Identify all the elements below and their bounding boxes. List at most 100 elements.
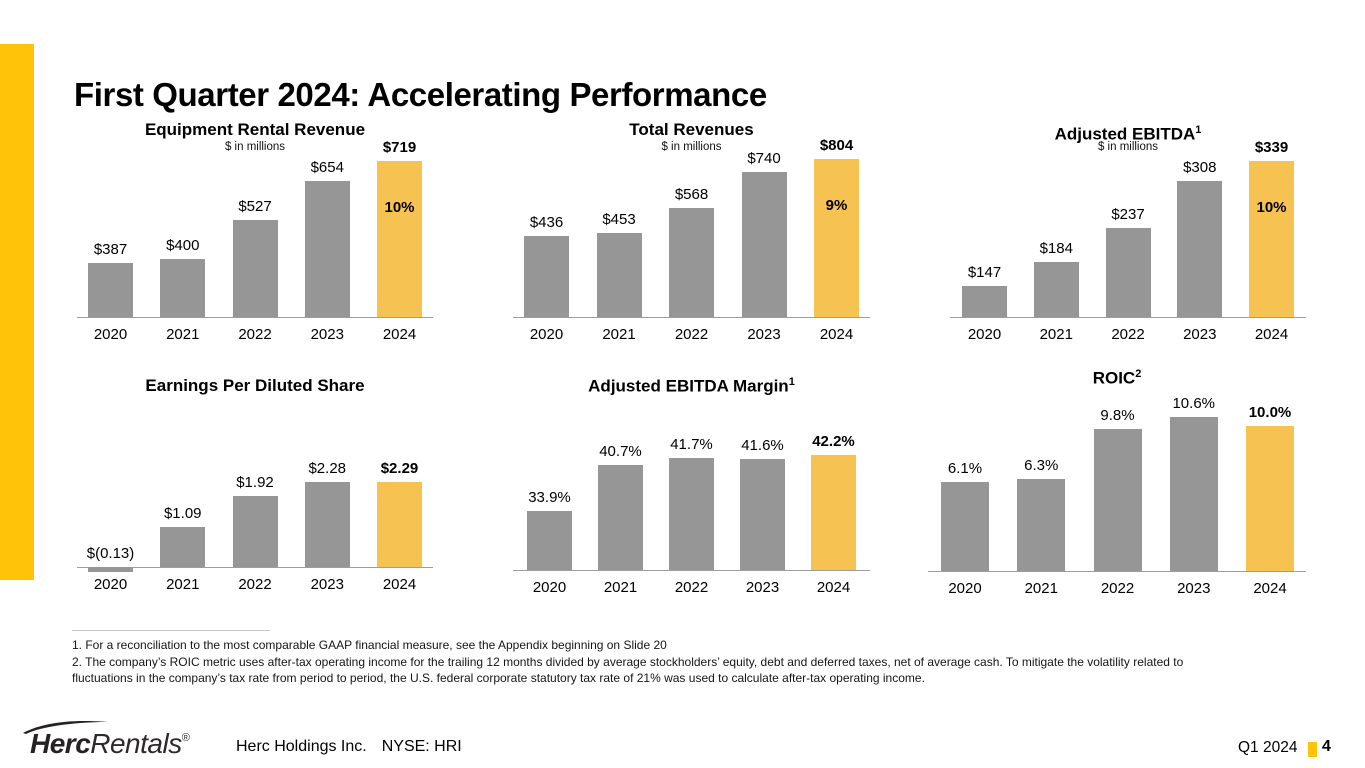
year-label: 2024 xyxy=(816,579,851,596)
page-number: 4 xyxy=(1322,738,1331,755)
footnote-divider xyxy=(72,630,270,631)
bar xyxy=(377,482,422,567)
bar-group-2024: $719 10% xyxy=(377,139,422,317)
bar-value-label: $740 xyxy=(747,150,781,167)
bar-value-label: 10.6% xyxy=(1172,395,1216,412)
bar-group-2023: 41.6% xyxy=(740,437,785,570)
year-label: 2021 xyxy=(1039,326,1073,343)
year-label: 2020 xyxy=(948,580,982,597)
bar xyxy=(1093,429,1142,571)
bar-group-2021: 40.7% xyxy=(598,443,643,570)
year-label: 2022 xyxy=(1100,580,1135,597)
bar-value-label: 10.0% xyxy=(1248,404,1292,421)
bar-group-2024: $339 10% xyxy=(1249,139,1294,317)
bar xyxy=(232,220,278,317)
logo-swoosh-icon xyxy=(23,721,108,734)
footnote-1: 1. For a reconciliation to the most comp… xyxy=(72,638,667,652)
bar-value-label: $184 xyxy=(1039,240,1073,257)
ticker-symbol: NYSE: HRI xyxy=(381,738,462,755)
bar-group-2024: $804 9% xyxy=(814,137,859,317)
chart-roic: ROIC2 6.1% 6.3% 9.8% 10.6% 10.0% 2020 2021 2022 2… xyxy=(928,364,1306,597)
year-label: 2023 xyxy=(1183,326,1217,343)
bar-group-2021: $1.09 xyxy=(160,505,206,567)
year-label: 2023 xyxy=(747,326,781,343)
chart-title-superscript: 2 xyxy=(1135,368,1142,380)
year-label: 2024 xyxy=(382,326,417,343)
slide-accent-bar xyxy=(0,44,34,580)
bar-value-label: $654 xyxy=(310,159,344,176)
chart-title: Total Revenues xyxy=(513,120,870,140)
bar-value-label: 41.6% xyxy=(741,437,784,454)
chart-title: Equipment Rental Revenue xyxy=(77,120,433,140)
bar-group-2022: $568 xyxy=(669,186,714,317)
bar-group-2020: $147 xyxy=(962,264,1007,317)
year-label: 2021 xyxy=(1024,580,1058,597)
bar-group-2022: $527 xyxy=(232,198,278,317)
bar xyxy=(88,263,133,317)
year-label: 2021 xyxy=(603,579,638,596)
chart-equipment-rental-revenue: Equipment Rental Revenue $ in millions $38… xyxy=(77,120,433,343)
chart-title: ROIC2 xyxy=(928,364,1306,388)
bar-group-2023: $740 xyxy=(741,150,787,317)
bar xyxy=(1105,228,1151,317)
year-label: 2021 xyxy=(166,326,200,343)
bar-value-label: 33.9% xyxy=(528,489,571,506)
slide-title: First Quarter 2024: Accelerating Perform… xyxy=(74,76,767,114)
bar-group-2022: 9.8% xyxy=(1093,407,1142,571)
bar-value-label: 41.7% xyxy=(670,436,713,453)
page-number-marker xyxy=(1308,742,1317,757)
bar xyxy=(811,455,856,570)
bar-value-label: $308 xyxy=(1183,159,1217,176)
bar-value-label: $719 xyxy=(382,139,417,156)
year-label: 2023 xyxy=(745,579,780,596)
bar-value-label: $453 xyxy=(602,211,636,228)
bar xyxy=(1246,426,1294,571)
bar xyxy=(962,286,1007,317)
herc-rentals-logo: HercRentals® xyxy=(23,721,190,760)
x-axis-line xyxy=(77,567,433,568)
bar-value-label: $804 xyxy=(819,137,854,154)
bar xyxy=(669,208,714,317)
negative-bar xyxy=(88,567,133,572)
growth-label: 9% xyxy=(825,197,848,214)
year-label: 2020 xyxy=(532,579,567,596)
plot-area: $436 $453 $568 $740 $804 9% xyxy=(513,137,870,317)
bar-group-2024: 42.2% xyxy=(811,433,856,570)
registered-trademark-icon: ® xyxy=(181,732,190,744)
year-label: 2020 xyxy=(93,576,128,593)
chart-title-superscript: 1 xyxy=(788,376,795,388)
bar xyxy=(524,236,569,317)
bar-value-label: $(0.13) xyxy=(86,545,135,562)
year-label: 2022 xyxy=(674,326,709,343)
bar-value-label: $1.09 xyxy=(163,505,202,522)
x-axis-labels: 2020 2021 2022 2023 2024 xyxy=(928,580,1306,597)
chart-title-text: ROIC xyxy=(1092,368,1136,388)
chart-total-revenues: Total Revenues $ in millions $436 $453 $568 $… xyxy=(513,120,870,343)
year-label: 2022 xyxy=(1111,326,1145,343)
chart-title: Adjusted EBITDA Margin1 xyxy=(513,372,870,396)
year-label: 2021 xyxy=(166,576,200,593)
bar-value-label: $527 xyxy=(238,198,272,215)
bar xyxy=(740,459,785,570)
bar-value-label: $387 xyxy=(93,241,128,258)
bar-value-label: $2.29 xyxy=(380,460,419,477)
chart-adjusted-ebitda: Adjusted EBITDA1 $ in millions $147 $184 $23… xyxy=(950,120,1306,343)
bar-group-2022: 41.7% xyxy=(669,436,714,570)
chart-title-text: Adjusted EBITDA Margin xyxy=(588,376,789,396)
bar-value-label: 40.7% xyxy=(599,443,642,460)
plot-area: $387 $400 $527 $654 $719 10% xyxy=(77,139,433,317)
bar xyxy=(669,458,714,570)
bar xyxy=(232,496,278,567)
chart-earnings-per-diluted-share: Earnings Per Diluted Share $(0.13) $1.09 $1… xyxy=(77,376,433,593)
bar-value-label: $568 xyxy=(674,186,709,203)
bar-group-2023: $2.28 xyxy=(304,460,350,567)
footer-period: Q1 2024 xyxy=(1238,739,1298,756)
bar xyxy=(1033,262,1079,317)
bar xyxy=(1169,417,1218,571)
bar-value-label: $339 xyxy=(1254,139,1289,156)
plot-area: 33.9% 40.7% 41.7% 41.6% 42.2% xyxy=(513,392,870,570)
year-label: 2023 xyxy=(1177,580,1211,597)
bar-value-label: $237 xyxy=(1111,206,1145,223)
bar-group-2020: 33.9% xyxy=(527,489,572,570)
chart-subtitle: $ in millions xyxy=(1097,141,1159,153)
